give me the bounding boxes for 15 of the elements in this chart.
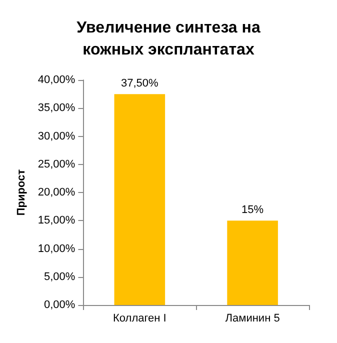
y-tick-label: 0,00%	[44, 299, 76, 311]
x-tick-label: Ламинин 5	[225, 312, 280, 324]
x-tick-label: Коллаген I	[112, 312, 166, 324]
data-label: 37,50%	[121, 78, 159, 90]
y-tick-label: 30,00%	[38, 130, 76, 142]
y-tick-label: 10,00%	[38, 242, 76, 255]
chart-title: Увеличение синтеза на кожных эксплантатах	[76, 20, 260, 58]
y-tick-label: 5,00%	[44, 270, 76, 283]
y-tick-label: 35,00%	[38, 102, 76, 114]
y-axis-title: Прирост	[16, 168, 28, 216]
y-tick-label: 20,00%	[38, 186, 76, 198]
y-tick-label: 40,00%	[38, 74, 76, 86]
y-tick-label: 25,00%	[38, 158, 76, 170]
y-tick-label: 15,00%	[38, 214, 76, 227]
data-label: 15%	[242, 204, 264, 216]
